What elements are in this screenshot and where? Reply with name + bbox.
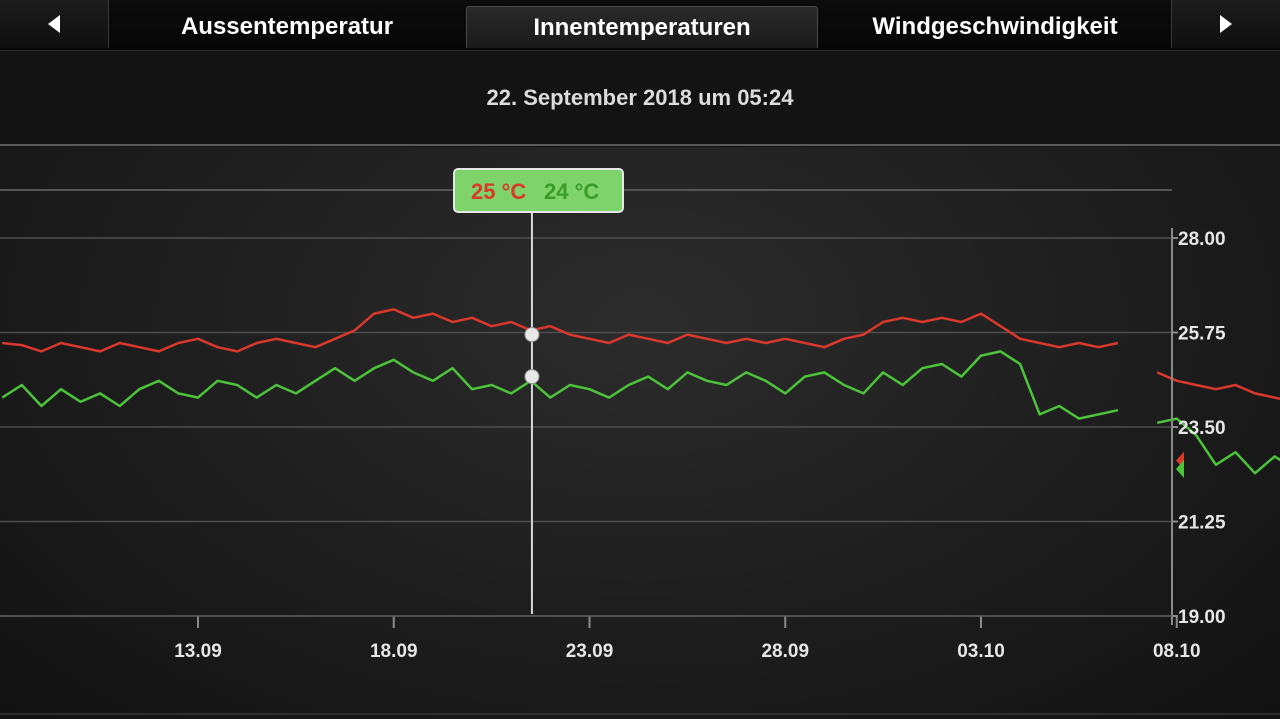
x-tick-label: 28.09 [761,641,809,662]
x-tick-label: 08.10 [1153,641,1201,662]
next-tab-button[interactable] [1171,0,1280,48]
y-tick-label: 28.00 [1178,229,1226,250]
y-tick-label: 23.50 [1178,418,1226,439]
tab-aussentemperatur[interactable]: Aussentemperatur [180,13,394,40]
y-tick-label: 25.75 [1178,324,1226,345]
chevron-left-icon [48,15,60,33]
previous-tab-button[interactable] [0,0,109,48]
tooltip-green-value: 24 °C [544,179,599,204]
series-1-line-segment [1,350,1119,420]
x-tick-label: 13.09 [174,641,222,662]
tooltip-red-value: 25 °C [471,179,526,204]
selected-timestamp: 22. September 2018 um 05:24 [486,84,794,110]
chevron-right-icon [1220,15,1232,33]
tab-bar: Aussentemperatur Innentemperaturen Windg… [0,0,1280,51]
series-0-line-segment [2,308,1119,353]
value-tooltip [453,168,624,213]
tab-innentemperaturen[interactable]: Innentemperaturen [466,6,818,48]
date-header: 22. September 2018 um 05:24 [0,51,1280,146]
x-tick-label: 23.09 [566,641,614,662]
cursor-point-1[interactable] [524,369,540,385]
cursor-point-0[interactable] [524,327,540,343]
bottom-divider [0,713,1280,715]
series-1-end-marker [1176,460,1184,478]
y-tick-label: 21.25 [1178,513,1226,534]
y-tick-label: 19.00 [1178,607,1226,628]
chart-area[interactable] [0,147,1280,719]
x-tick-label: 18.09 [370,641,418,662]
x-tick-label: 03.10 [957,641,1005,662]
tab-windgeschwindigkeit[interactable]: Windgeschwindigkeit [872,13,1118,40]
